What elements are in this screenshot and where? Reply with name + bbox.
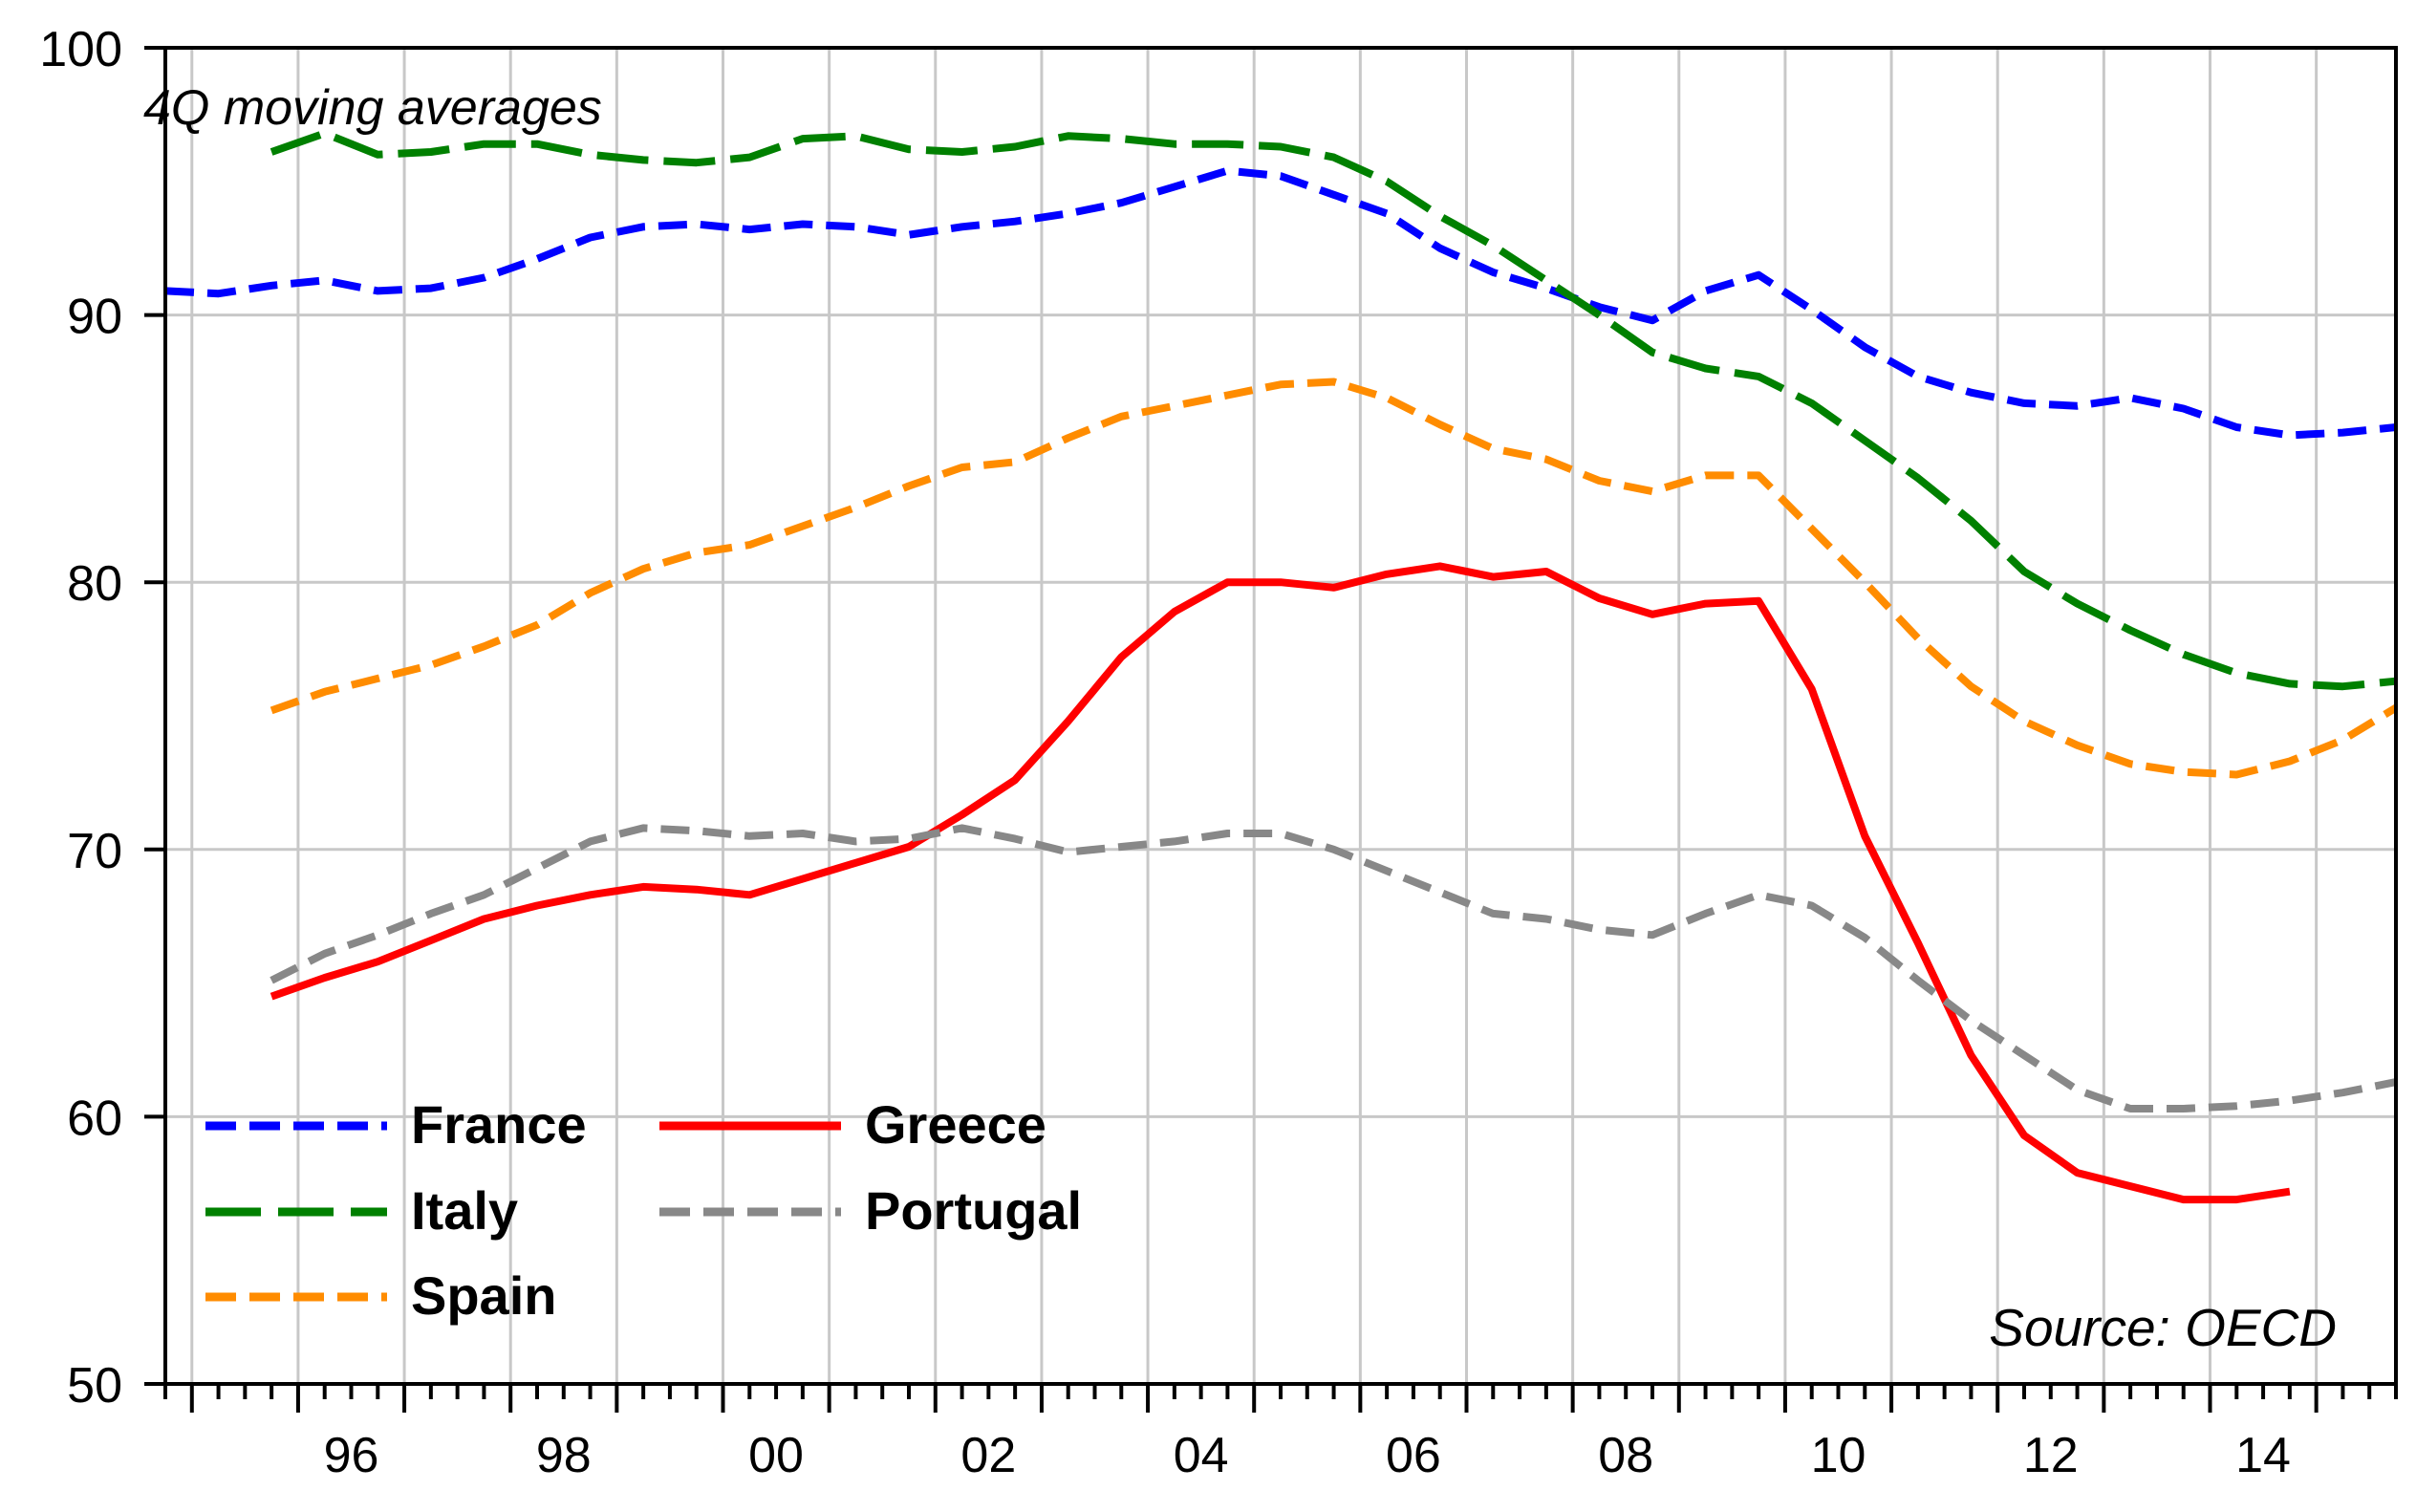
legend-label-spain: Spain bbox=[411, 1265, 556, 1326]
legend-label-portugal: Portugal bbox=[865, 1180, 1082, 1241]
series-line-france bbox=[164, 166, 2397, 440]
source-text: Source: OECD bbox=[1989, 1298, 2337, 1357]
y-tick-label: 50 bbox=[67, 1358, 122, 1414]
x-tick-label: 06 bbox=[1386, 1428, 1441, 1483]
y-tick-label: 100 bbox=[39, 22, 122, 77]
x-tick-label: 02 bbox=[960, 1428, 1016, 1483]
series-lines bbox=[164, 129, 2399, 1204]
legend-label-france: France bbox=[411, 1094, 587, 1155]
legend-label-italy: Italy bbox=[411, 1180, 518, 1241]
y-tick-label: 90 bbox=[67, 290, 122, 345]
y-tick-label: 80 bbox=[67, 556, 122, 612]
x-tick-label: 00 bbox=[748, 1428, 804, 1483]
x-tick-label: 12 bbox=[2023, 1428, 2079, 1483]
x-tick-label: 08 bbox=[1598, 1428, 1653, 1483]
legend: France Italy Spain Greece Portugal bbox=[205, 1094, 1082, 1326]
x-tick-label: 98 bbox=[536, 1428, 592, 1483]
x-tick-label: 10 bbox=[1811, 1428, 1866, 1483]
series-line-italy bbox=[270, 129, 2397, 691]
grid-lines bbox=[165, 48, 2396, 1384]
y-tick-label: 60 bbox=[67, 1091, 122, 1146]
x-tick-label: 96 bbox=[324, 1428, 379, 1483]
series-line-spain bbox=[270, 378, 2399, 779]
x-tick-label: 04 bbox=[1174, 1428, 1229, 1483]
legend-label-greece: Greece bbox=[865, 1094, 1046, 1155]
x-tick-label: 14 bbox=[2235, 1428, 2291, 1483]
annotation-text: 4Q moving averages bbox=[143, 80, 602, 136]
y-tick-label: 70 bbox=[67, 824, 122, 879]
series-line-portugal bbox=[270, 824, 2397, 1112]
series-line-greece bbox=[270, 562, 2291, 1204]
x-axis: 96 98 00 02 04 06 08 10 12 14 bbox=[163, 1384, 2398, 1483]
y-axis: 50 60 70 80 90 100 bbox=[39, 22, 165, 1414]
